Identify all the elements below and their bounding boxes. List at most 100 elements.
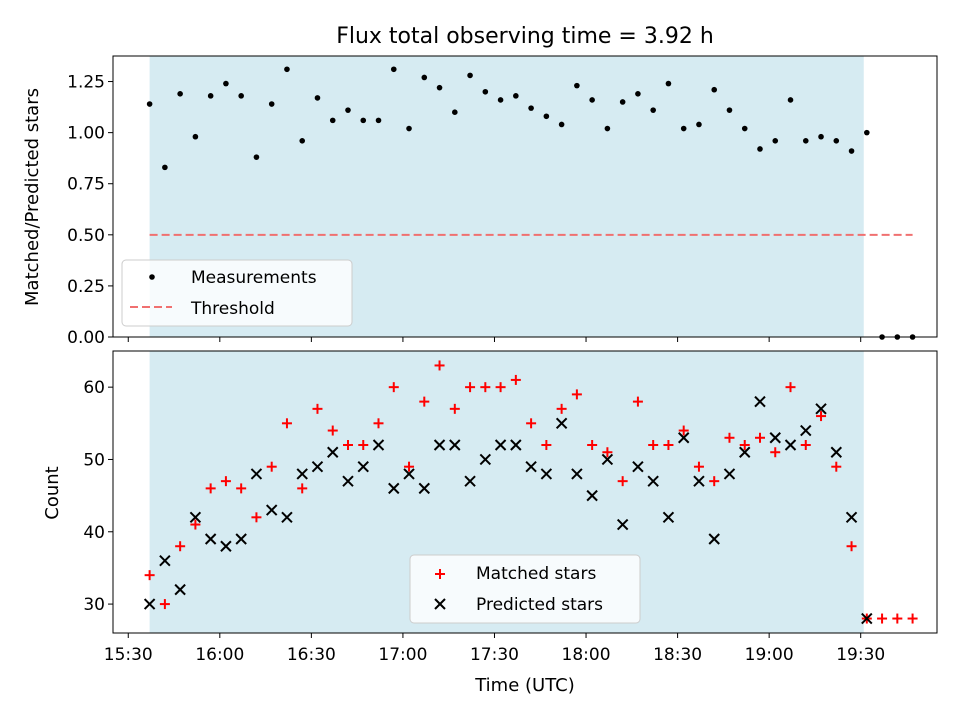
predicted-star-point-b [143, 598, 156, 610]
matched-star-point [281, 418, 292, 429]
chart-title: Flux total observing time = 3.92 h [336, 24, 714, 49]
measurement-point [513, 93, 519, 99]
count-axes-frame [112, 350, 938, 634]
predicted-star-point [250, 468, 263, 480]
predicted-star-point [861, 612, 873, 625]
predicted-star-point [647, 475, 659, 487]
predicted-star-point-b [418, 482, 430, 495]
measurement-point [452, 109, 458, 115]
measurements-legend-label: Measurements [191, 268, 317, 288]
matched-legend-label: Matched stars [476, 564, 596, 584]
predicted-star-point-b [235, 533, 247, 545]
predicted-star-point-b [281, 511, 293, 524]
count-x-tick-label: 16:00 [195, 645, 244, 665]
predicted-star-point-b [769, 432, 781, 444]
matched-star-point [831, 461, 842, 472]
predicted-star-point-b [174, 583, 186, 596]
predicted-star-point [449, 439, 461, 451]
predicted-star-point [357, 460, 369, 473]
predicted-star-point-b [479, 453, 492, 466]
predicted-star-point-b [311, 460, 324, 473]
predicted-star-point [708, 533, 720, 545]
matched-star-point [541, 440, 552, 450]
predicted-star-point-b [632, 460, 644, 473]
predicted-star-point-b [357, 460, 369, 473]
measurement-point [680, 125, 687, 132]
predicted-star-point [601, 453, 614, 466]
ratio-panel: 0.00 0.25 0.50 0.75 1.00 1.25 Flux total obse… [22, 24, 938, 348]
measurement-point [146, 101, 153, 107]
predicted-star-point-b [693, 475, 705, 487]
matched-star-point [419, 396, 430, 407]
predicted-star-point-b [433, 439, 446, 451]
measurement-point [711, 86, 718, 93]
predicted-star-point [311, 460, 324, 473]
predicted-star-point [494, 439, 507, 451]
matched-star-point [785, 382, 796, 393]
matched-star-point [632, 396, 643, 407]
matched-star-point [175, 541, 186, 552]
predicted-star-point-b [830, 446, 842, 458]
matched-star-point [617, 476, 628, 487]
measurement-point [329, 117, 336, 124]
predicted-star-point [296, 468, 308, 480]
matched-star-point [342, 440, 353, 450]
predicted-star-point [525, 460, 537, 473]
matched-star-point [510, 374, 521, 385]
matched-star-point [892, 613, 903, 624]
predicted-star-point-b [723, 468, 736, 480]
predicted-star-point [555, 417, 568, 430]
predicted-star-point [800, 424, 812, 437]
predicted-star-point-b [861, 612, 873, 625]
measurement-point [558, 121, 565, 128]
predicted-star-point [830, 446, 842, 458]
predicted-star-point-b [754, 395, 766, 408]
count-legend-box [409, 554, 641, 624]
predicted-star-point-b [555, 417, 568, 430]
predicted-star-point-b [403, 468, 415, 480]
predicted-star-point [571, 468, 583, 480]
count-y-tick-label: 60 [83, 378, 105, 398]
predicted-star-point [327, 446, 339, 458]
count-x-tick-label: 19:30 [836, 645, 885, 665]
matched-star-point [770, 447, 781, 458]
measurement-point [604, 125, 611, 132]
predicted-star-point [586, 489, 598, 502]
predicted-star-point [235, 533, 247, 545]
matched-star-point [159, 599, 170, 610]
matched-star-point [388, 382, 399, 393]
matched-star-point [556, 403, 567, 414]
measurement-point [589, 97, 595, 103]
matched-star-point [205, 483, 216, 494]
measurement-point [314, 95, 321, 101]
count-marks [143, 360, 918, 625]
measurement-point [207, 93, 214, 99]
predicted-star-point-b [616, 518, 629, 531]
predicted-star-point [220, 540, 232, 552]
ratio-legend-box [121, 259, 353, 327]
measurement-point [406, 125, 412, 132]
matched-star-point [144, 570, 155, 581]
matched-star-point [663, 440, 674, 450]
count-x-tick-label: 16:30 [287, 645, 336, 665]
predicted-star-point-b [342, 475, 354, 487]
matched-star-point [587, 440, 598, 450]
measurement-point [650, 107, 656, 113]
measurement-point [635, 91, 641, 97]
ratio-legend: Measurements Threshold [121, 259, 353, 327]
matched-star-point [816, 411, 827, 422]
matched-star-point [678, 425, 689, 436]
predicted-star-point [632, 460, 644, 473]
count-x-tick-label: 19:00 [745, 645, 794, 665]
predicted-star-point-b [250, 468, 263, 480]
predicted-star-point-b [494, 439, 507, 451]
measurement-point [833, 138, 840, 144]
measurement-point [177, 91, 183, 97]
measurement-point [467, 72, 473, 79]
measurement-point [162, 164, 168, 171]
predicted-legend-marker [434, 598, 446, 610]
predicted-star-point [769, 432, 781, 444]
matched-star-point [526, 418, 537, 429]
predicted-star-point-b [800, 424, 812, 437]
predicted-star-point [845, 511, 858, 524]
